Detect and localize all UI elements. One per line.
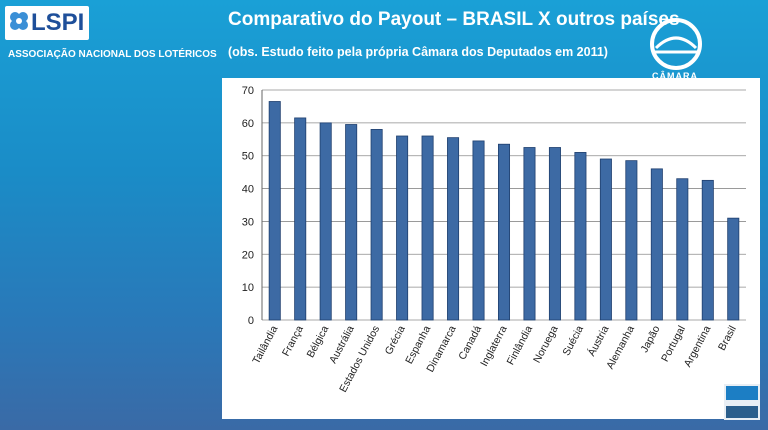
- bar: [268, 101, 281, 321]
- slide-corner-icon: [724, 384, 760, 420]
- slide-subtitle: (obs. Estudo feito pela própria Câmara d…: [228, 45, 608, 59]
- chart-panel: 0 10 20 30 40 50 60 70 Tailândia França Bélgica Aus…: [222, 78, 760, 419]
- y-tick-label: 30: [242, 216, 254, 228]
- bar: [650, 168, 663, 321]
- bar: [396, 135, 409, 321]
- y-tick-label: 60: [242, 118, 254, 130]
- y-tick-label: 10: [242, 282, 254, 294]
- y-tick-label: 0: [248, 315, 254, 327]
- bar: [370, 129, 383, 321]
- logo-text: LSPI: [31, 9, 85, 36]
- org-name: ASSOCIAÇÃO NACIONAL DOS LOTÉRICOS: [8, 49, 217, 60]
- x-tick-label: Áustria: [585, 323, 612, 358]
- camara-label: CÂMARA: [652, 71, 698, 81]
- bar: [625, 160, 638, 321]
- bar: [548, 147, 561, 321]
- bar: [701, 179, 714, 321]
- bar: [472, 140, 485, 321]
- logo: LSPI: [5, 6, 89, 40]
- bar: [676, 178, 689, 321]
- y-tick-label: 20: [242, 249, 254, 261]
- x-tick-label: Japão: [638, 324, 662, 355]
- bar: [574, 152, 587, 321]
- x-tick-label: Canadá: [456, 324, 484, 362]
- bar: [727, 217, 740, 321]
- slide-title: Comparativo do Payout – BRASIL X outros …: [228, 9, 680, 30]
- y-tick-label: 40: [242, 184, 254, 196]
- camara-dome-icon: [650, 18, 702, 70]
- bar: [447, 137, 460, 321]
- y-tick-label: 50: [242, 151, 254, 163]
- bar: [421, 135, 434, 321]
- x-tick-label: Brasil: [716, 324, 739, 353]
- y-tick-label: 70: [242, 85, 254, 97]
- x-tick-label: Noruega: [531, 324, 561, 365]
- x-tick-label: Bélgica: [305, 324, 332, 360]
- x-tick-label: França: [280, 324, 306, 359]
- bar: [599, 158, 612, 321]
- bar: [294, 117, 307, 321]
- bar: [523, 147, 536, 321]
- bar: [497, 143, 511, 321]
- x-tick-label: Suécia: [560, 324, 586, 358]
- x-tick-label: Grécia: [383, 324, 408, 357]
- bar: [345, 124, 358, 321]
- bar: [319, 122, 332, 321]
- clover-icon: [10, 12, 28, 30]
- x-tick-label: Tailândia: [250, 324, 280, 366]
